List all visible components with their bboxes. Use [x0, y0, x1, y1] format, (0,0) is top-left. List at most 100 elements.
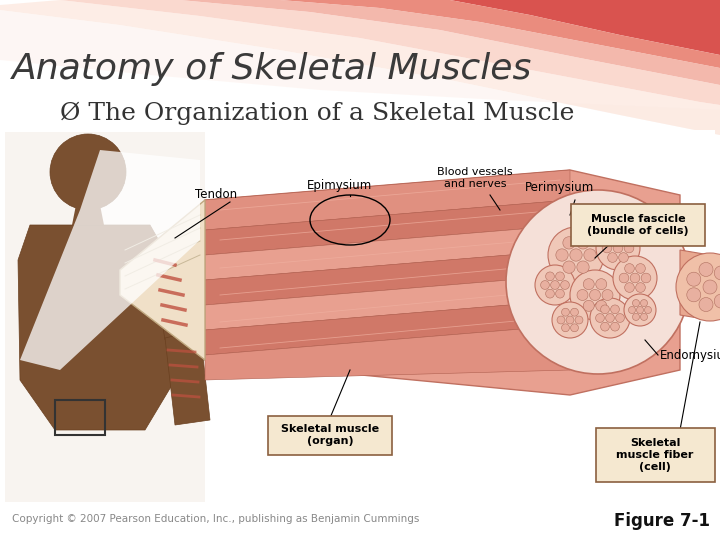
Circle shape [699, 262, 713, 276]
Polygon shape [680, 250, 710, 320]
FancyBboxPatch shape [5, 130, 715, 505]
Circle shape [608, 234, 617, 244]
Polygon shape [20, 150, 200, 370]
Polygon shape [0, 0, 720, 135]
Circle shape [570, 270, 620, 320]
Text: Blood vessels
and nerves: Blood vessels and nerves [437, 167, 513, 189]
Circle shape [687, 288, 701, 302]
Circle shape [575, 316, 583, 324]
Polygon shape [205, 300, 570, 355]
Circle shape [563, 237, 575, 249]
Polygon shape [380, 0, 720, 55]
Circle shape [636, 264, 645, 273]
Circle shape [583, 279, 594, 289]
Circle shape [562, 308, 570, 316]
Polygon shape [205, 170, 570, 230]
Circle shape [556, 272, 564, 281]
Circle shape [570, 324, 578, 332]
Text: Perimysium: Perimysium [526, 181, 595, 194]
Polygon shape [205, 170, 680, 395]
Circle shape [687, 272, 701, 286]
Circle shape [618, 234, 629, 244]
Circle shape [600, 322, 609, 331]
Circle shape [566, 316, 574, 324]
Circle shape [632, 313, 639, 320]
Circle shape [613, 243, 623, 253]
Circle shape [636, 307, 644, 314]
Circle shape [570, 249, 582, 261]
Polygon shape [205, 200, 570, 255]
Circle shape [699, 298, 713, 312]
Circle shape [595, 279, 607, 289]
Circle shape [608, 253, 617, 262]
Circle shape [590, 298, 630, 338]
Circle shape [624, 294, 656, 326]
Circle shape [596, 226, 640, 270]
Circle shape [50, 134, 126, 210]
Circle shape [552, 302, 588, 338]
Circle shape [632, 300, 639, 307]
Circle shape [625, 282, 634, 292]
Circle shape [676, 253, 720, 321]
Text: Skeletal muscle
(organ): Skeletal muscle (organ) [281, 424, 379, 446]
Circle shape [602, 243, 612, 253]
Circle shape [641, 273, 651, 283]
Text: Epimysium: Epimysium [307, 179, 373, 192]
Circle shape [641, 313, 647, 320]
Circle shape [602, 289, 613, 300]
Circle shape [583, 300, 594, 312]
Circle shape [557, 316, 565, 324]
Polygon shape [150, 245, 200, 340]
Circle shape [595, 314, 604, 322]
Circle shape [629, 307, 636, 314]
Polygon shape [60, 0, 720, 105]
Circle shape [546, 272, 554, 281]
Circle shape [611, 322, 619, 331]
Polygon shape [0, 10, 720, 135]
Circle shape [556, 249, 568, 261]
Polygon shape [180, 0, 720, 85]
Circle shape [590, 289, 600, 300]
Circle shape [535, 265, 575, 305]
Circle shape [714, 266, 720, 280]
Text: Figure 7-1: Figure 7-1 [614, 512, 710, 530]
Polygon shape [205, 275, 570, 330]
Circle shape [546, 289, 554, 298]
Circle shape [616, 314, 624, 322]
Circle shape [570, 308, 578, 316]
Polygon shape [18, 225, 175, 430]
Polygon shape [165, 330, 210, 425]
Polygon shape [120, 200, 205, 360]
Circle shape [562, 324, 570, 332]
Polygon shape [205, 325, 570, 380]
Circle shape [618, 253, 629, 262]
Circle shape [630, 273, 640, 283]
Circle shape [613, 256, 657, 300]
Circle shape [611, 305, 619, 314]
Circle shape [606, 314, 614, 322]
Circle shape [619, 273, 629, 283]
Polygon shape [280, 0, 720, 68]
Circle shape [563, 261, 575, 273]
Circle shape [548, 227, 604, 283]
Polygon shape [205, 225, 570, 280]
Polygon shape [205, 250, 570, 305]
Polygon shape [72, 205, 104, 225]
Circle shape [703, 280, 717, 294]
Circle shape [641, 300, 647, 307]
Circle shape [561, 281, 570, 289]
Text: Tendon: Tendon [195, 188, 237, 201]
Circle shape [584, 249, 596, 261]
Text: Endomysium: Endomysium [660, 348, 720, 361]
FancyBboxPatch shape [571, 204, 705, 246]
Circle shape [625, 264, 634, 273]
Circle shape [577, 289, 588, 300]
Text: Anatomy of Skeletal Muscles: Anatomy of Skeletal Muscles [12, 52, 532, 86]
Circle shape [595, 300, 607, 312]
Text: Copyright © 2007 Pearson Education, Inc., publishing as Benjamin Cummings: Copyright © 2007 Pearson Education, Inc.… [12, 514, 419, 524]
Text: Skeletal
muscle fiber
(cell): Skeletal muscle fiber (cell) [616, 438, 693, 471]
Circle shape [600, 305, 609, 314]
Circle shape [644, 307, 652, 314]
Circle shape [556, 289, 564, 298]
FancyBboxPatch shape [595, 428, 714, 482]
